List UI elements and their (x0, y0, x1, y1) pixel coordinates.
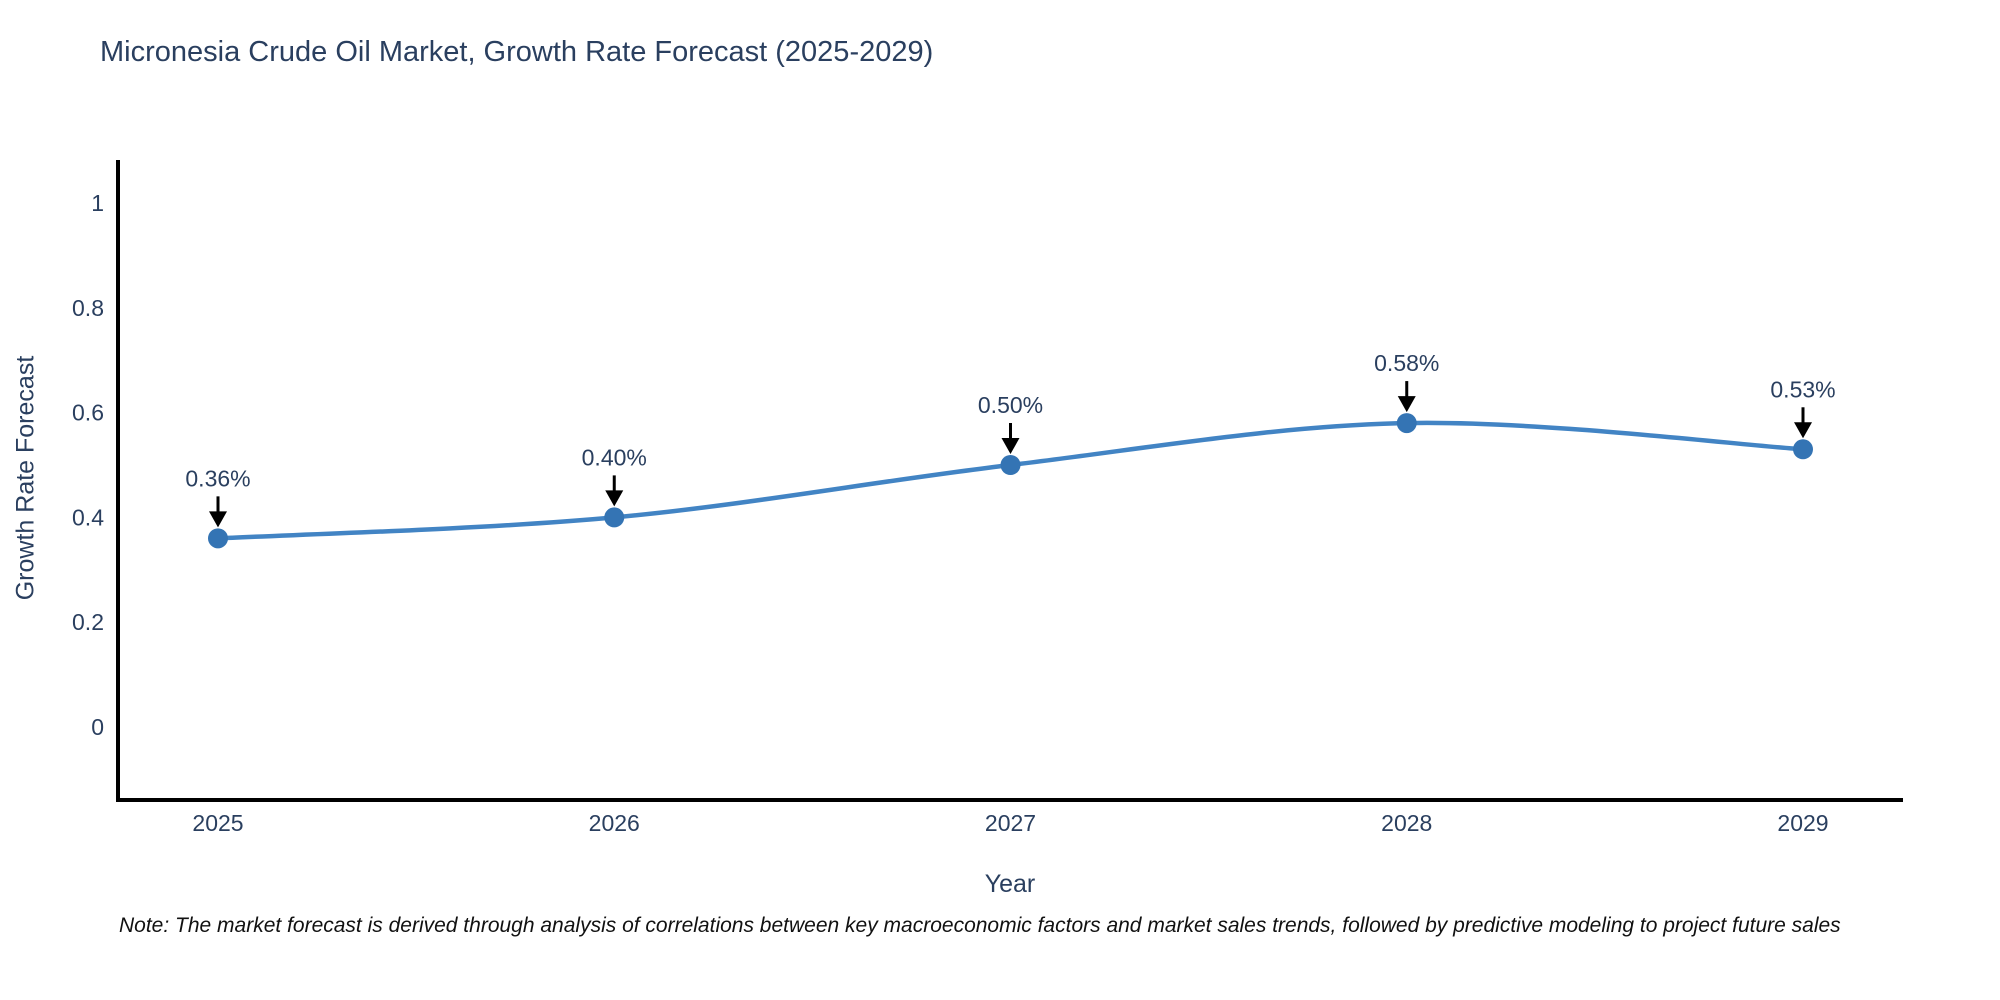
annotation-arrowhead (1001, 438, 1020, 454)
x-tick-label: 2029 (1777, 810, 1828, 836)
x-tick-label: 2025 (192, 810, 243, 836)
data-point-marker (604, 507, 625, 528)
chart-title: Micronesia Crude Oil Market, Growth Rate… (100, 36, 934, 68)
point-annotation: 0.53% (1770, 376, 1835, 402)
point-annotation: 0.36% (185, 465, 250, 491)
annotation-arrowhead (1397, 396, 1416, 413)
annotation-arrowhead (605, 490, 624, 507)
data-point-marker (208, 528, 228, 549)
point-annotation: 0.58% (1374, 350, 1439, 376)
y-tick-label: 0.8 (72, 295, 104, 321)
x-tick-label: 2026 (589, 810, 640, 836)
data-point-marker (1396, 413, 1417, 434)
point-annotation: 0.50% (978, 392, 1043, 418)
x-tick-label: 2027 (985, 810, 1036, 836)
y-tick-label: 0.2 (72, 609, 104, 635)
annotation-arrowhead (209, 511, 227, 528)
y-tick-label: 0.6 (72, 400, 104, 426)
annotation-arrowhead (1794, 422, 1812, 439)
y-tick-label: 0.4 (72, 504, 104, 530)
x-tick-label: 2028 (1381, 810, 1432, 836)
footnote: Note: The market forecast is derived thr… (119, 914, 1841, 937)
x-axis-title: Year (984, 870, 1036, 898)
y-axis-title: Growth Rate Forecast (11, 355, 40, 601)
data-point-marker (1000, 455, 1021, 475)
y-tick-label: 0 (91, 714, 104, 740)
point-annotation: 0.40% (582, 444, 647, 470)
y-tick-label: 1 (91, 190, 104, 216)
data-point-marker (1793, 439, 1813, 460)
